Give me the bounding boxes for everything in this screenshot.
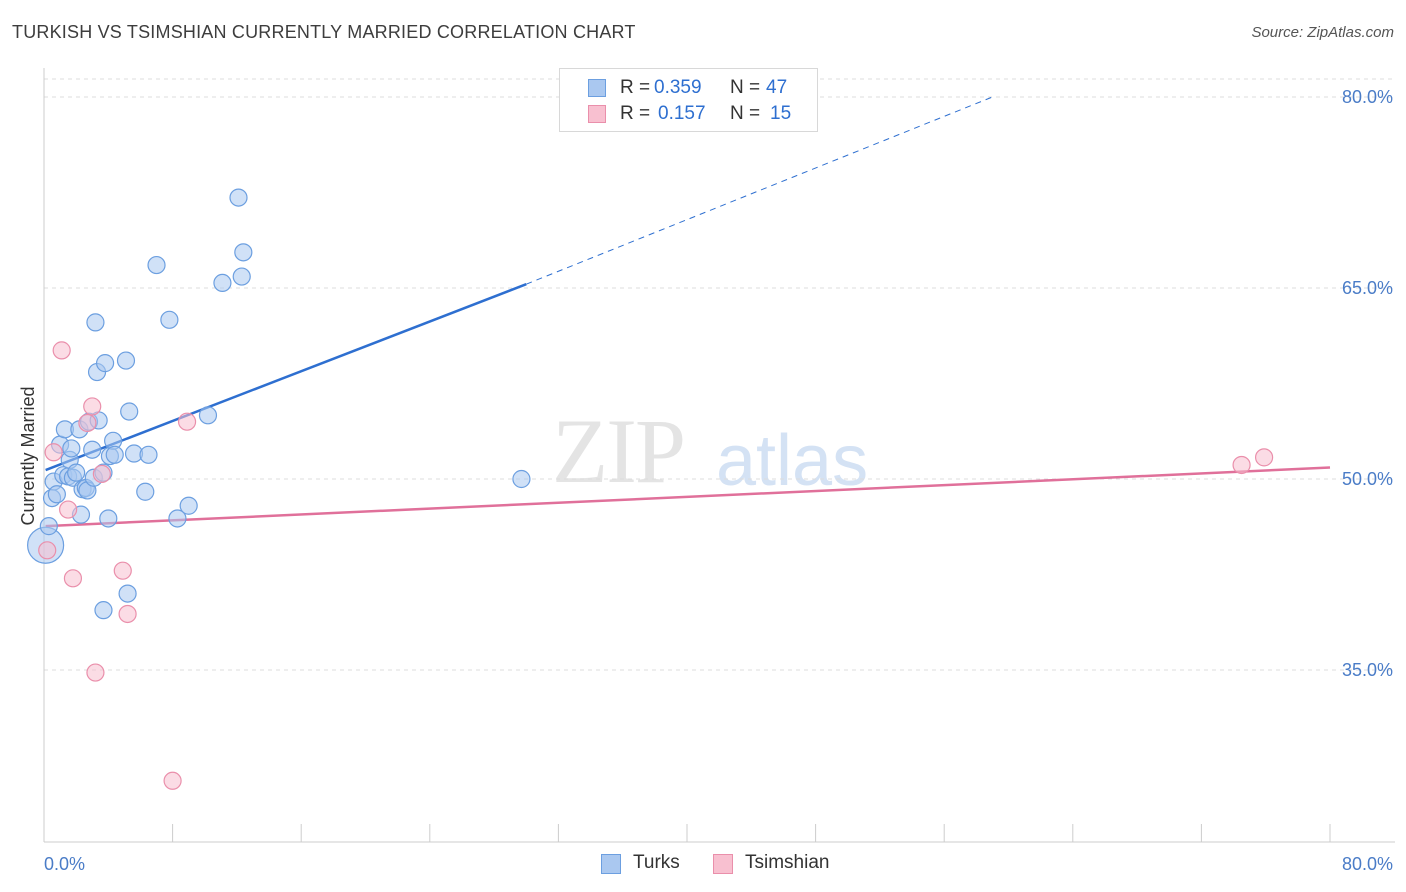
point-turks [116,351,136,370]
point-turks [179,496,198,515]
point-turks [147,255,166,275]
point-turks [232,267,251,286]
point-tsimshian [118,604,137,624]
point-turks [120,402,139,421]
point-tsimshian [86,663,105,682]
point-turks [39,517,58,536]
point-turks [512,469,531,489]
y-axis-label: Currently Married [18,386,38,525]
point-turks [83,440,102,459]
bottom-legend-swatch-turks [601,854,621,874]
point-turks [47,485,66,504]
y-tick-label: 50.0% [1342,469,1393,489]
point-turks [86,313,105,332]
point-tsimshian [177,412,197,431]
point-tsimshian [63,569,83,588]
trendline-turks [45,283,527,472]
bottom-legend-label-tsimshian: Tsimshian [745,852,830,873]
x-tick-label-min: 0.0% [44,854,85,874]
tick-labels: 35.0% 50.0% 65.0% 80.0% 0.0% 80.0% [44,87,1393,874]
watermark-atlas: atlas [716,421,869,501]
point-turks [136,482,155,501]
y-tick-label: 65.0% [1342,278,1393,298]
point-turks [67,463,86,482]
point-turks [94,601,113,620]
trendlines [45,96,1331,528]
watermark-zip: ZIP [552,400,686,502]
legend-n-label: N = [730,103,761,124]
point-tsimshian [1232,455,1251,475]
chart-title: TURKISH VS TSIMSHIAN CURRENTLY MARRIED C… [12,22,636,42]
point-turks [234,243,253,262]
legend-swatch-turks [588,79,606,97]
legend-r-label: R = [620,103,651,124]
point-tsimshian [44,443,63,462]
point-turks [198,406,218,425]
data-points [27,188,1274,790]
point-tsimshian [92,464,111,484]
point-turks [229,188,248,207]
point-tsimshian [113,561,132,580]
point-turks [105,445,124,464]
point-tsimshian [59,500,78,519]
legend-r-value: 0.359 [654,77,702,98]
point-turks [213,273,232,293]
bottom-legend-swatch-tsimshian [713,854,733,874]
correlation-legend: R = 0.359 N = 47 R = 0.157 N = 15 [559,68,818,132]
legend-n-value: 15 [770,103,792,124]
point-tsimshian [38,541,57,560]
legend-n-label: N = [730,77,761,98]
trendline-tsimshian [45,466,1331,528]
trendline-turks-extension [526,96,993,285]
point-turks [95,354,115,373]
point-turks [160,310,179,329]
source-label: Source: ZipAtlas.com [1251,24,1394,41]
point-tsimshian [83,397,102,416]
point-turks [99,509,118,528]
point-tsimshian [52,341,71,360]
point-tsimshian [163,771,182,790]
point-tsimshian [78,413,97,433]
legend-n-value: 47 [766,77,788,98]
legend-r-label: R = [620,77,651,98]
point-turks [118,584,137,603]
point-turks [62,439,81,458]
y-tick-label: 35.0% [1342,660,1393,680]
point-tsimshian [1254,448,1274,467]
axes [43,68,1395,843]
y-tick-label: 80.0% [1342,87,1393,107]
point-turks [139,445,158,464]
bottom-legend-label-turks: Turks [633,852,680,873]
legend-r-value: 0.157 [658,103,706,124]
point-turks [168,509,187,528]
gridlines [44,78,1395,671]
legend-swatch-tsimshian [588,105,606,123]
x-tick-label-max: 80.0% [1342,854,1393,874]
